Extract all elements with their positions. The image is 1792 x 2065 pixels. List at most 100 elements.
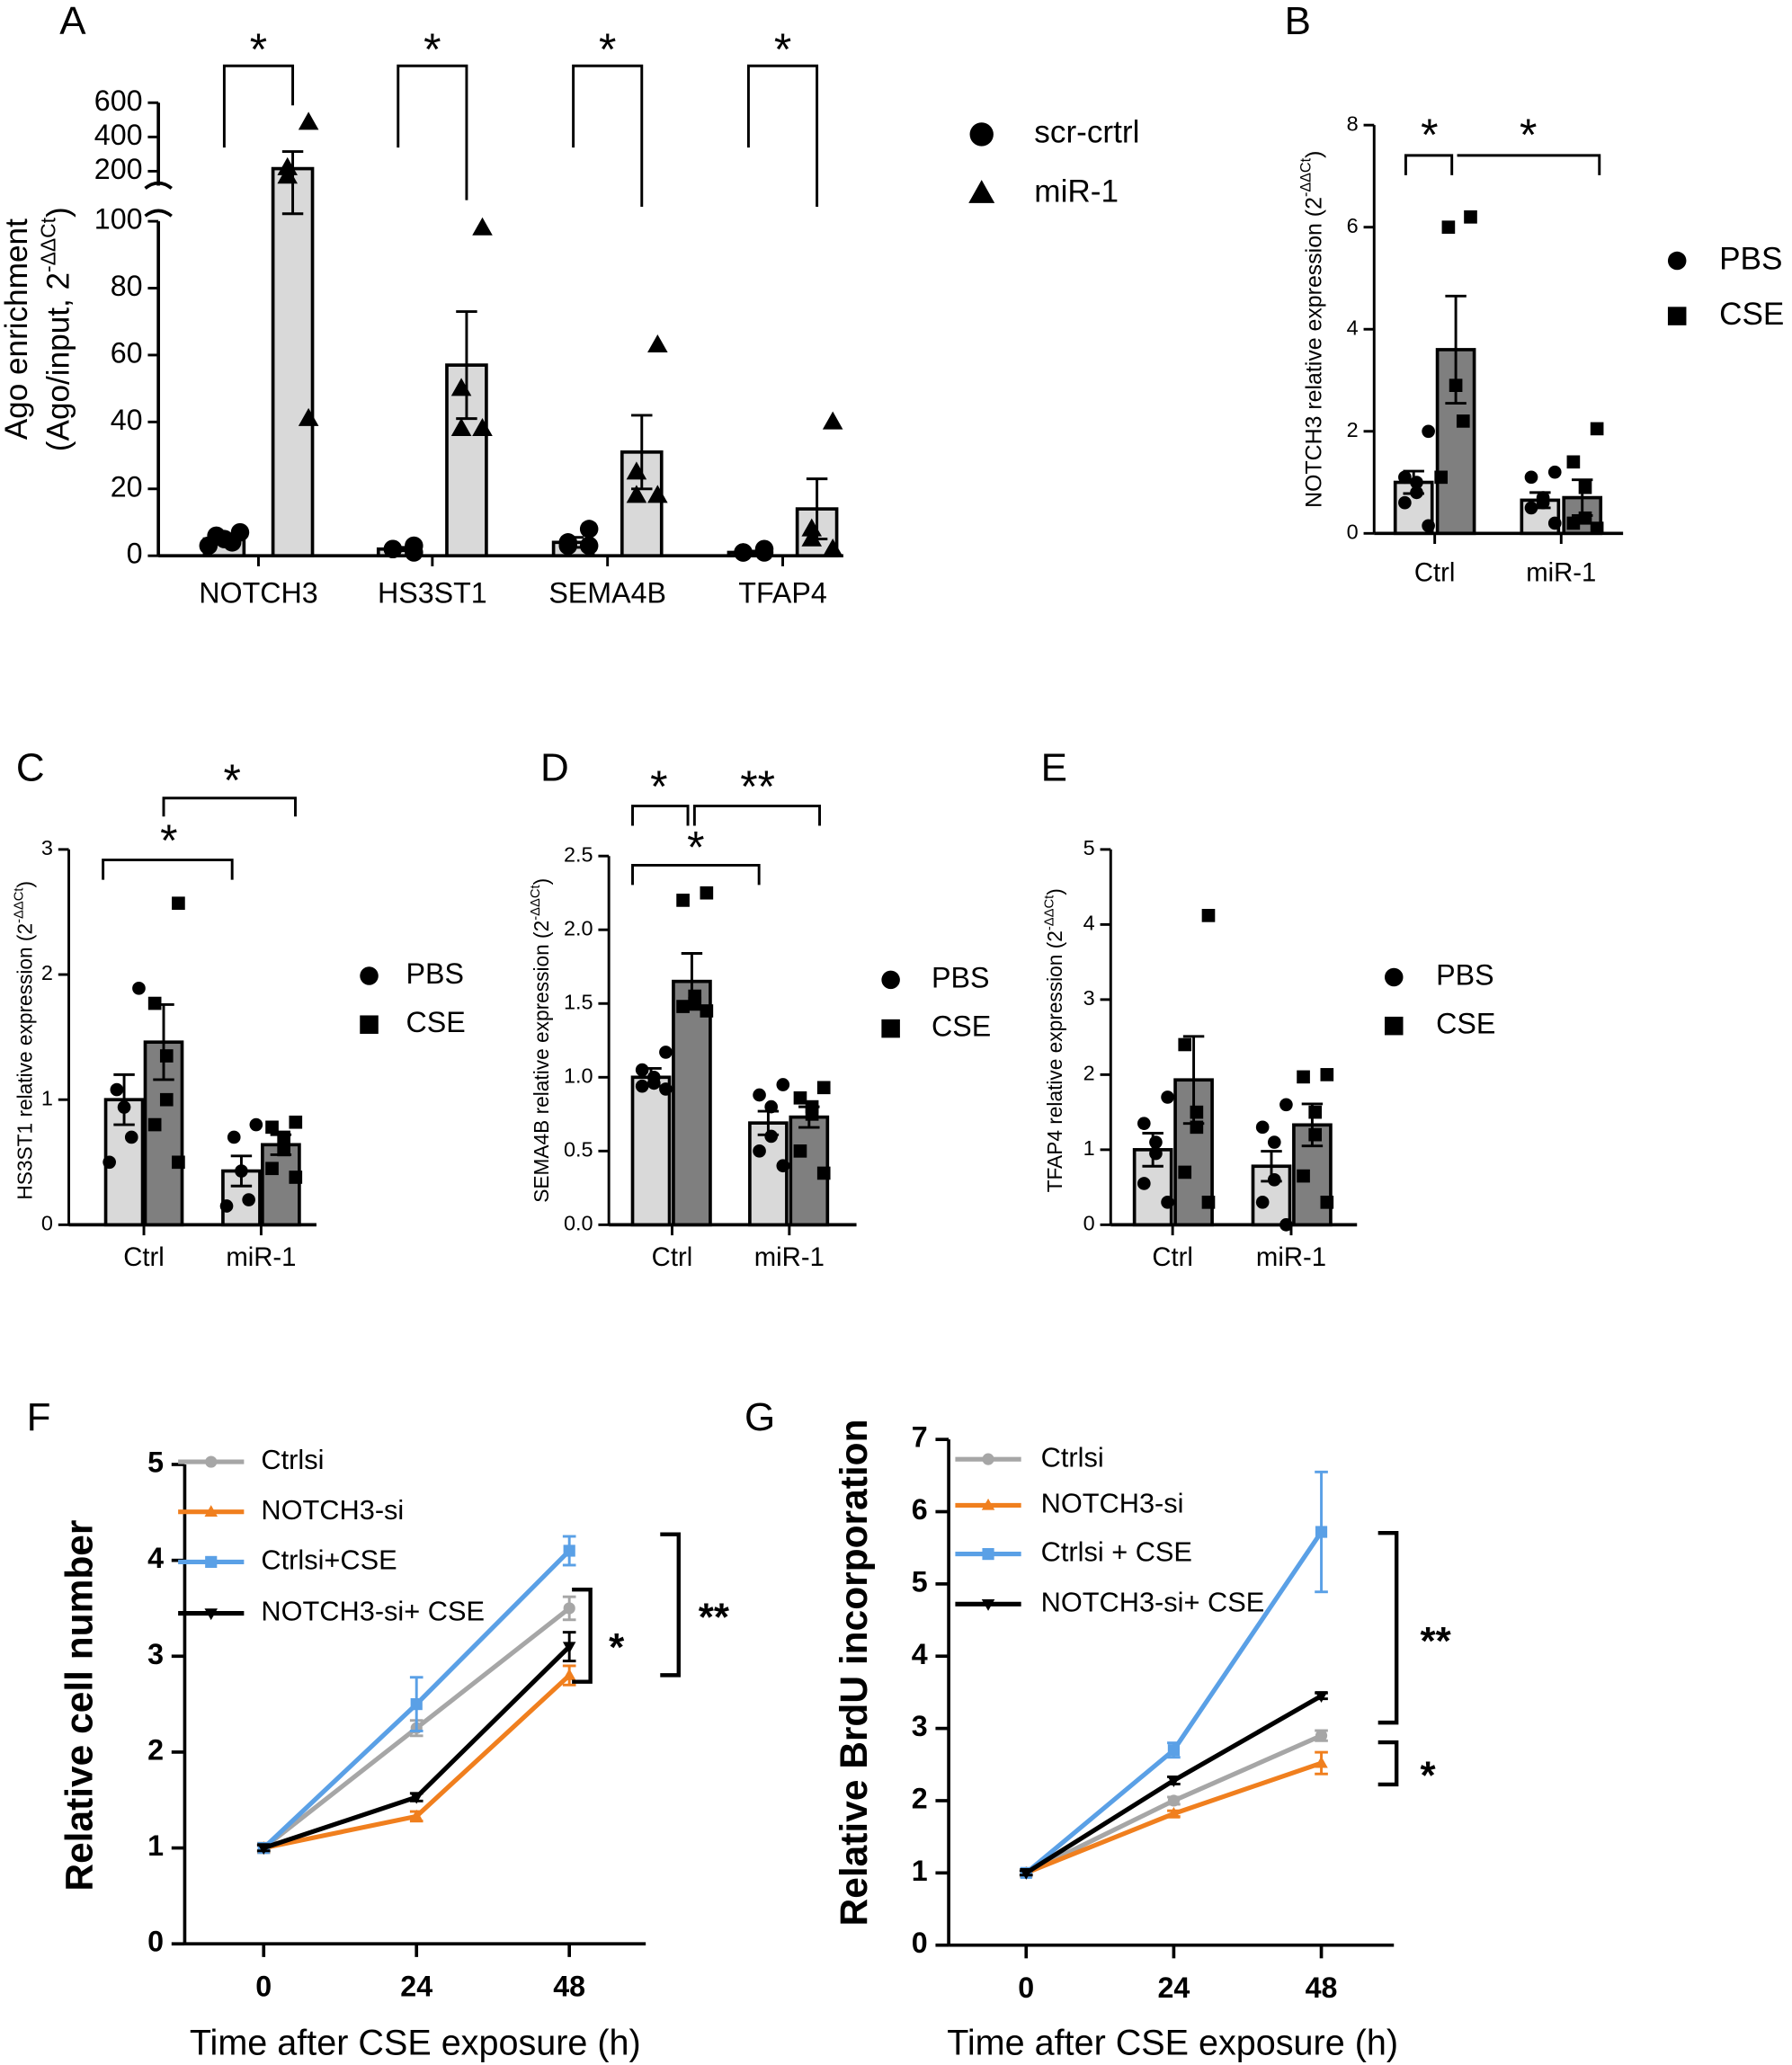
marker [1547,465,1562,479]
y-tick-label: 1 [912,1855,928,1887]
marker [1178,1037,1192,1052]
y-label-end: ) [13,881,37,888]
marker [688,996,702,1010]
y-axis-label: Ago enrichment [0,218,34,440]
axis-break [144,181,173,218]
marker [881,970,900,990]
marker [227,1130,241,1144]
marker [450,378,472,396]
marker [805,1108,819,1121]
significance-label: * [250,24,267,75]
y-tick-label: 20 [111,470,143,503]
y-tick-label: 6 [1347,214,1359,237]
marker [249,1117,263,1132]
marker [289,1170,303,1184]
marker [257,1843,271,1856]
y-label-end: ) [530,878,553,886]
marker [793,1144,807,1158]
significance-bracket [1377,1530,1399,1725]
significance-label: ** [699,1595,730,1639]
marker [700,1004,714,1018]
marker [881,1019,900,1038]
marker [360,1015,379,1034]
y-tick-label: 80 [111,270,143,302]
marker [265,1120,279,1135]
marker [793,1090,807,1105]
legend-label: NOTCH3-si+ CSE [261,1596,485,1627]
y-tick-label: 5 [912,1565,928,1598]
marker [405,543,423,562]
y-axis-label: NOTCH3 relative expression (2-ΔΔCt) [1298,151,1326,508]
marker [754,543,774,562]
marker [1167,1744,1180,1757]
legend-label: Ctrlsi [261,1444,324,1475]
marker [1578,480,1592,494]
marker [1315,1526,1328,1538]
y-tick-label: 5 [1083,836,1095,859]
marker [753,1088,766,1102]
y-tick-label: 1 [41,1086,53,1109]
marker [562,1642,576,1654]
marker [982,1453,994,1465]
marker [822,411,843,430]
marker [968,180,995,203]
marker [1398,470,1412,485]
y-tick-label: 100 [94,203,143,236]
significance-bracket [1457,154,1601,175]
marker [204,1608,218,1621]
y-axis-label: Relative BrdU incorporation [834,1419,876,1926]
marker [1667,251,1687,271]
marker [199,536,218,556]
significance-label: ** [740,761,775,812]
y-label-end: ) [1043,888,1066,895]
marker [103,1155,116,1170]
x-tick-label: Ctrl [1152,1242,1193,1272]
marker [1422,519,1435,533]
y-label-text: (Ago/input, 2 [41,272,76,451]
series-line [1024,1530,1324,1875]
marker [1410,476,1423,489]
legend-label: CSE [406,1006,466,1038]
marker [1137,1177,1151,1190]
legend-label: PBS [406,957,464,990]
legend-label: Ctrlsi+CSE [261,1544,397,1576]
significance-label: * [1421,1753,1437,1797]
marker [1667,307,1687,325]
marker [1255,1120,1270,1135]
y-tick-label: 2 [1083,1062,1095,1085]
y-tick-label: 2 [147,1733,164,1766]
marker [562,1669,576,1680]
y-tick-label: 1 [147,1829,164,1862]
marker [277,1143,290,1157]
y-label-sup: -ΔΔCt [36,217,59,272]
marker [265,1162,279,1176]
legend-label: miR-1 [1034,174,1119,209]
marker [563,1602,575,1615]
significance-label: * [223,755,240,806]
marker [383,539,403,559]
marker [1267,1135,1281,1149]
legend-label: PBS [1436,958,1493,991]
bar [630,1075,672,1227]
marker [222,533,242,552]
marker [981,1498,995,1510]
marker [147,1117,162,1132]
y-label-sup: -ΔΔCt [1042,895,1056,930]
marker [219,1199,234,1213]
y-tick-label: 2 [1347,418,1359,441]
marker [822,538,843,556]
marker [409,1809,423,1821]
marker [159,1049,174,1063]
y-tick-label: 2.0 [564,916,593,939]
marker [776,1159,790,1173]
significance-label: * [1421,110,1438,160]
marker [205,1455,218,1468]
y-tick-label: 0 [127,538,143,570]
marker [1178,1165,1192,1179]
y-axis-label: (Ago/input, 2-ΔΔCt) [36,207,76,451]
marker [1566,516,1581,530]
marker [1441,220,1456,235]
y-label-text: NOTCH3 relative expression (2 [1301,197,1326,508]
marker [563,1544,575,1557]
